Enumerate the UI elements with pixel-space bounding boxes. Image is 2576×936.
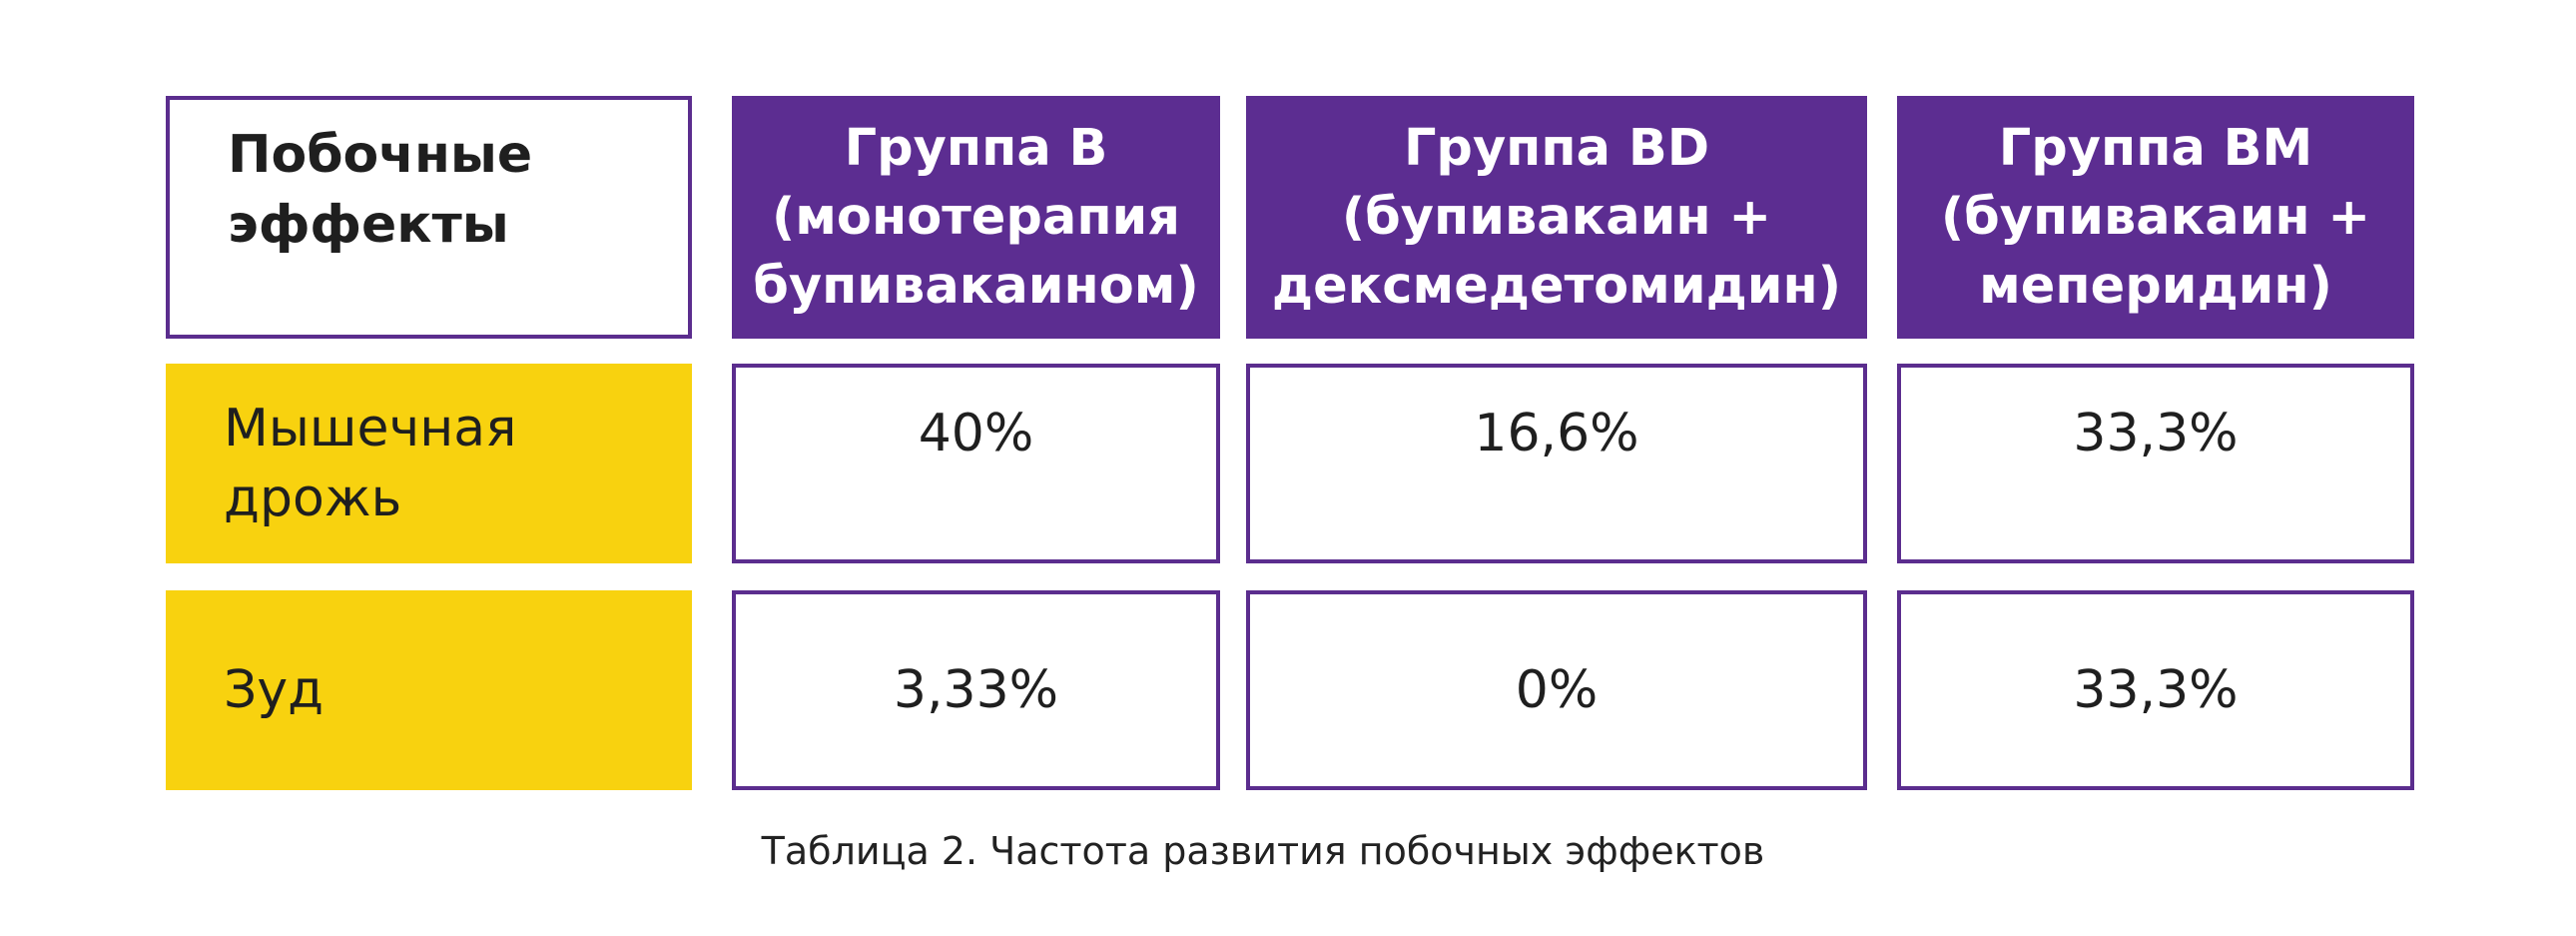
row-label-muscle-tremor: Мышечная дрожь [166, 364, 692, 563]
value-cell-bd-itching: 0% [1246, 590, 1867, 790]
value-bd-tremor: 16,6% [1474, 404, 1639, 464]
corner-header-text: Побочные эффекты [228, 125, 533, 255]
value-bm-tremor: 33,3% [2073, 404, 2239, 464]
value-cell-bm-tremor: 33,3% [1897, 364, 2414, 563]
group-b-header: Группа B (монотерапия бупивакаином) [732, 96, 1220, 339]
row-label-muscle-tremor-text: Мышечная дрожь [224, 399, 517, 528]
value-bm-itching: 33,3% [2073, 660, 2239, 720]
group-bd-header-text: Группа BD (бупивакаин + дексмедетомидин) [1271, 119, 1842, 316]
row-label-itching: Зуд [166, 590, 692, 790]
group-bm-header: Группа BM (бупивакаин + меперидин) [1897, 96, 2414, 339]
value-cell-bm-itching: 33,3% [1897, 590, 2414, 790]
row-label-itching-text: Зуд [224, 660, 324, 720]
value-cell-bd-tremor: 16,6% [1246, 364, 1867, 563]
value-b-tremor: 40% [918, 404, 1034, 464]
group-b-header-text: Группа B (монотерапия бупивакаином) [753, 119, 1199, 316]
corner-header-cell: Побочные эффекты [166, 96, 692, 339]
group-bm-header-text: Группа BM (бупивакаин + меперидин) [1940, 119, 2371, 316]
group-bd-header: Группа BD (бупивакаин + дексмедетомидин) [1246, 96, 1867, 339]
value-cell-b-itching: 3,33% [732, 590, 1220, 790]
value-b-itching: 3,33% [893, 660, 1059, 720]
value-bd-itching: 0% [1515, 660, 1599, 720]
value-cell-b-tremor: 40% [732, 364, 1220, 563]
table-caption: Таблица 2. Частота развития побочных эфф… [761, 829, 1765, 873]
